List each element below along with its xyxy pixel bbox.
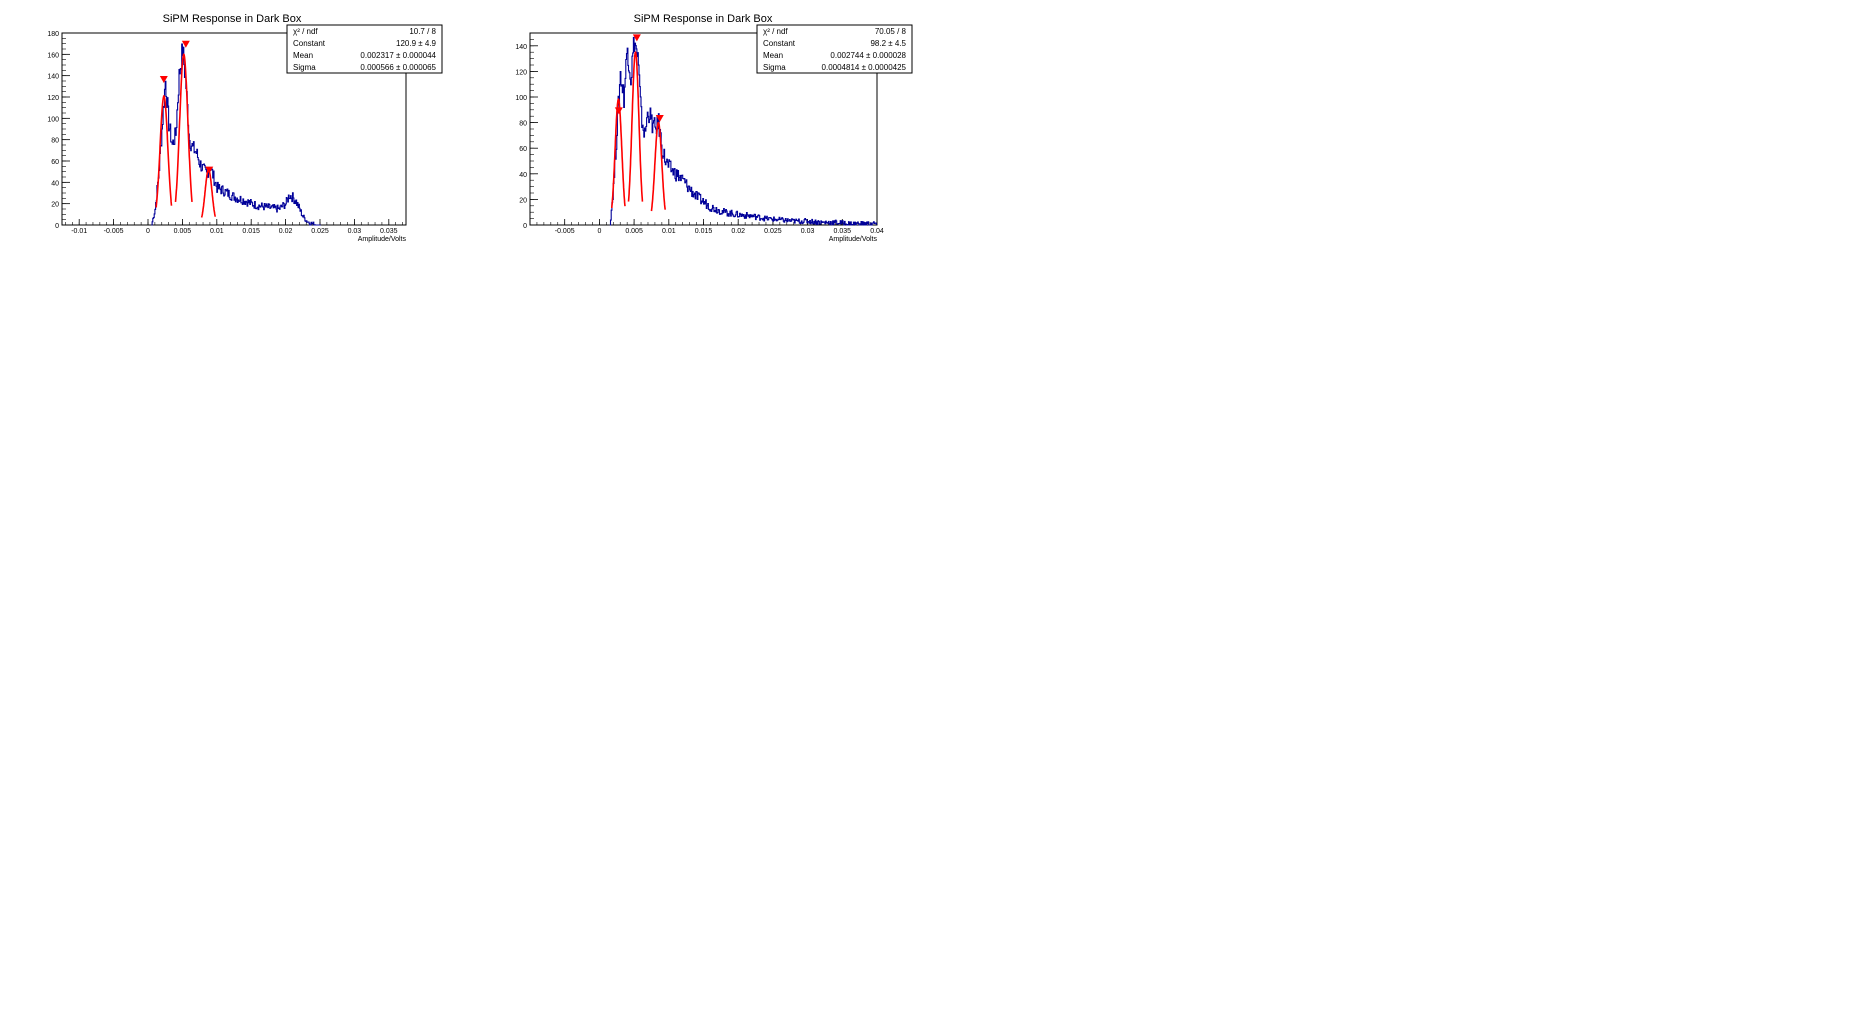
x-axis-label: Amplitude/Volts — [358, 236, 407, 243]
gaussian-fit-curve — [627, 51, 644, 202]
y-tick-label: 80 — [51, 138, 59, 145]
chart-panel-left: SiPM Response in Dark Box -0.01 -0.005 0 0.… — [0, 0, 470, 250]
y-tick-label: 20 — [51, 202, 59, 209]
stats-value-sigma: 0.0004814 ± 0.0000425 — [822, 63, 907, 72]
stats-value-mean: 0.002744 ± 0.000028 — [830, 51, 906, 60]
y-tick-label: 100 — [515, 95, 527, 102]
y-tick-label: 120 — [515, 69, 527, 76]
x-tick-label: 0 — [146, 228, 150, 235]
x-tick-label: 0.035 — [380, 228, 398, 235]
gaussian-fit-curve — [155, 94, 173, 208]
y-tick-label: 20 — [519, 197, 527, 204]
x-tick-label: 0.03 — [801, 228, 815, 235]
chart-title: SiPM Response in Dark Box — [634, 13, 773, 25]
peak-marker — [159, 76, 168, 83]
x-tick-label: 0.015 — [242, 228, 260, 235]
x-tick-label: 0.005 — [174, 228, 192, 235]
stats-label-mean: Mean — [293, 51, 313, 60]
x-axis-label: Amplitude/Volts — [829, 236, 878, 243]
stats-label-constant: Constant — [763, 39, 796, 48]
peak-marker — [181, 40, 190, 48]
stats-label-sigma: Sigma — [763, 63, 786, 72]
x-tick-label: -0.005 — [104, 228, 124, 235]
peak-marker — [205, 166, 214, 174]
y-tick-label: 40 — [51, 180, 59, 187]
stats-label-mean: Mean — [763, 51, 783, 60]
histogram-chart-left: SiPM Response in Dark Box -0.01 -0.005 0 0.… — [47, 13, 443, 243]
peak-marker — [632, 34, 641, 42]
x-tick-label: 0.025 — [764, 228, 782, 235]
stats-label-constant: Constant — [293, 39, 326, 48]
y-tick-label: 0 — [523, 223, 527, 230]
x-tick-label: -0.005 — [555, 228, 575, 235]
stats-label-sigma: Sigma — [293, 63, 316, 72]
gaussian-fit-curve — [174, 53, 193, 202]
chart-title: SiPM Response in Dark Box — [163, 13, 302, 25]
y-tick-label: 40 — [519, 172, 527, 179]
stats-value-sigma: 0.000566 ± 0.000065 — [360, 63, 436, 72]
stats-box: χ² / ndf 70.05 / 8 Constant 98.2 ± 4.5 M… — [756, 24, 913, 74]
x-tick-label: 0.01 — [662, 228, 676, 235]
gaussian-fit-curve — [611, 97, 626, 209]
peak-marker — [655, 115, 664, 123]
x-tick-label: 0.01 — [210, 228, 224, 235]
y-tick-label: 0 — [55, 223, 59, 230]
y-tick-label: 160 — [47, 52, 59, 59]
stats-box: χ² / ndf 10.7 / 8 Constant 120.9 ± 4.9 M… — [286, 24, 443, 74]
y-tick-label: 180 — [47, 31, 59, 38]
y-tick-label: 100 — [47, 116, 59, 123]
y-tick-label: 140 — [515, 44, 527, 51]
x-tick-label: -0.01 — [71, 228, 87, 235]
stats-label-chi2: χ² / ndf — [763, 27, 788, 36]
stats-value-constant: 98.2 ± 4.5 — [870, 39, 906, 48]
stats-value-chi2: 70.05 / 8 — [875, 27, 907, 36]
histogram-line — [609, 36, 877, 226]
stats-value-chi2: 10.7 / 8 — [409, 27, 436, 36]
histogram-line — [151, 43, 321, 226]
x-tick-label: 0.03 — [348, 228, 362, 235]
x-tick-label: 0.015 — [695, 228, 713, 235]
x-tick-label: 0.025 — [311, 228, 329, 235]
y-tick-label: 140 — [47, 74, 59, 81]
chart-panel-right: SiPM Response in Dark Box -0.005 0 0.005 0.… — [470, 0, 940, 250]
x-tick-label: 0.02 — [279, 228, 293, 235]
stats-label-chi2: χ² / ndf — [293, 27, 318, 36]
stats-value-mean: 0.002317 ± 0.000044 — [360, 51, 436, 60]
y-tick-label: 60 — [519, 146, 527, 153]
gaussian-fit-curve — [650, 121, 666, 212]
y-tick-label: 80 — [519, 121, 527, 128]
histogram-chart-right: SiPM Response in Dark Box -0.005 0 0.005 0.… — [515, 13, 913, 243]
peak-marker — [614, 107, 623, 115]
y-tick-label: 120 — [47, 95, 59, 102]
y-tick-label: 60 — [51, 159, 59, 166]
x-tick-label: 0.005 — [625, 228, 643, 235]
x-tick-label: 0 — [597, 228, 601, 235]
x-tick-label: 0.035 — [834, 228, 852, 235]
x-tick-label: 0.04 — [870, 228, 884, 235]
x-tick-label: 0.02 — [731, 228, 745, 235]
stats-value-constant: 120.9 ± 4.9 — [396, 39, 437, 48]
